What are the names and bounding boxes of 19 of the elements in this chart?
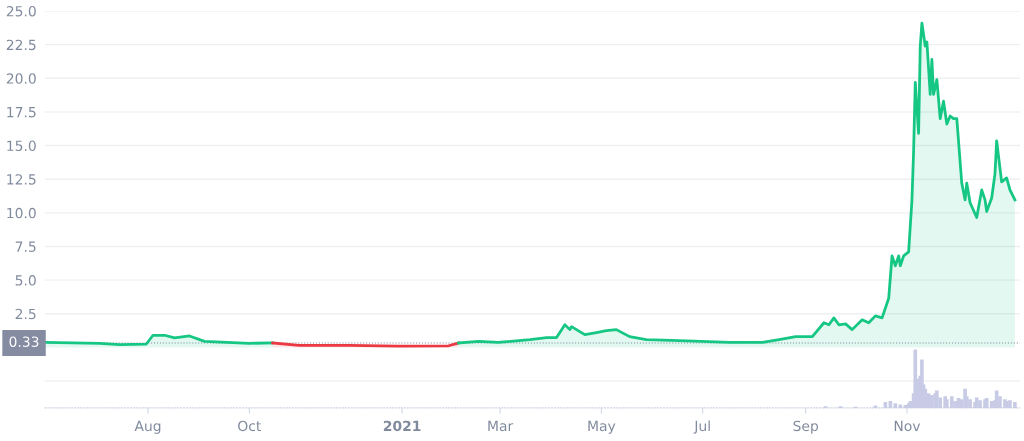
y-tick-label: 10.0 — [7, 207, 36, 219]
x-tick-label: Jul — [693, 420, 710, 434]
y-tick-label: 5.0 — [15, 275, 36, 286]
x-tick-label: Nov — [894, 420, 921, 432]
y-tick-label: 22.5 — [6, 39, 36, 51]
y-tick-label: 25.0 — [6, 5, 36, 17]
y-tick-label: 15.0 — [7, 140, 36, 152]
y-tick-label: 12.5 — [7, 174, 36, 185]
x-tick-label: May — [588, 420, 616, 434]
y-tick-label: 7.5 — [15, 241, 36, 252]
y-tick-label: 2.5 — [15, 308, 36, 320]
x-tick-label: Aug — [134, 420, 161, 434]
y-tick-label: 17.5 — [7, 107, 36, 118]
x-tick-label: Mar — [488, 420, 514, 432]
x-tick-label: Sep — [793, 420, 818, 434]
x-tick-label: 2021 — [383, 420, 421, 432]
ref-line-label: 0.33 — [9, 336, 39, 347]
x-tick-label: Oct — [238, 420, 261, 432]
y-tick-label: 20.0 — [6, 73, 36, 84]
